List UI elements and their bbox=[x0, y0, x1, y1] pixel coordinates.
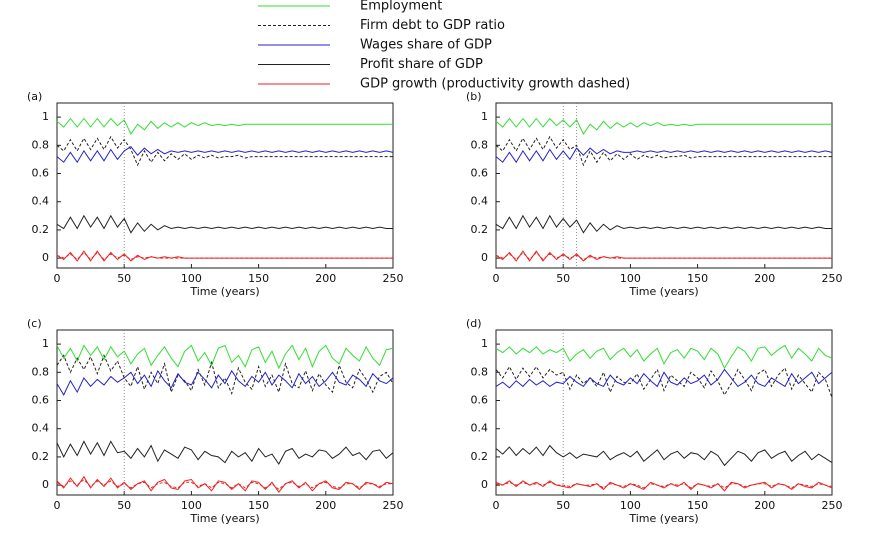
x-axis-label: Time (years) bbox=[189, 285, 259, 298]
y-tick-label: 0 bbox=[42, 251, 49, 264]
x-tick-label: 150 bbox=[248, 499, 269, 512]
y-tick-label: 0.8 bbox=[471, 138, 489, 151]
x-tick-label: 200 bbox=[754, 272, 775, 285]
x-tick-label: 200 bbox=[315, 272, 336, 285]
legend-label: GDP growth (productivity growth dashed) bbox=[360, 77, 630, 92]
series-line bbox=[495, 117, 832, 135]
y-tick-label: 0 bbox=[481, 251, 488, 264]
x-tick-label: 250 bbox=[383, 499, 404, 512]
series-line bbox=[56, 344, 394, 370]
series-line bbox=[495, 250, 832, 262]
y-tick-label: 0.2 bbox=[32, 223, 50, 236]
series-line bbox=[495, 135, 832, 167]
x-tick-label: 50 bbox=[556, 499, 570, 512]
x-tick-label: 50 bbox=[117, 499, 131, 512]
series-line bbox=[495, 344, 833, 370]
y-tick-label: 0.8 bbox=[32, 138, 50, 151]
x-tick-label: 200 bbox=[315, 499, 336, 512]
x-tick-label: 250 bbox=[383, 272, 404, 285]
y-tick-label: 0.4 bbox=[32, 422, 50, 435]
y-tick-label: 0.6 bbox=[32, 394, 50, 407]
series-line bbox=[56, 354, 394, 396]
y-tick-label: 1 bbox=[481, 110, 488, 123]
x-tick-label: 150 bbox=[687, 499, 708, 512]
panel-label: (b) bbox=[466, 90, 482, 103]
x-tick-label: 250 bbox=[822, 272, 843, 285]
y-tick-label: 0 bbox=[42, 478, 49, 491]
x-tick-label: 100 bbox=[620, 272, 641, 285]
legend-label: Profit share of GDP bbox=[360, 57, 483, 72]
x-axis-label: Time (years) bbox=[628, 512, 698, 525]
x-tick-label: 100 bbox=[181, 499, 202, 512]
x-tick-label: 0 bbox=[493, 272, 500, 285]
series-line bbox=[56, 250, 393, 262]
series-line bbox=[56, 251, 393, 261]
x-axis-label: Time (years) bbox=[189, 512, 259, 525]
series-line bbox=[495, 214, 832, 234]
panel-label: (d) bbox=[466, 317, 482, 330]
series-line bbox=[495, 444, 833, 467]
y-tick-label: 0.2 bbox=[32, 450, 50, 463]
x-tick-label: 250 bbox=[822, 499, 843, 512]
y-tick-label: 0.6 bbox=[471, 167, 489, 180]
legend-label: Firm debt to GDP ratio bbox=[360, 18, 505, 33]
series-line bbox=[56, 475, 394, 494]
y-tick-label: 1 bbox=[42, 337, 49, 350]
series-line bbox=[56, 369, 394, 396]
y-tick-label: 0.4 bbox=[471, 422, 489, 435]
y-tick-label: 1 bbox=[42, 110, 49, 123]
panel-label: (c) bbox=[27, 317, 42, 330]
plot-frame bbox=[56, 102, 394, 269]
series-line bbox=[56, 478, 393, 491]
series-line bbox=[56, 117, 393, 136]
x-tick-label: 50 bbox=[117, 272, 131, 285]
legend-label: Wages share of GDP bbox=[360, 38, 492, 53]
x-tick-label: 100 bbox=[181, 272, 202, 285]
x-tick-label: 50 bbox=[556, 272, 570, 285]
series-line bbox=[495, 251, 832, 261]
series-line bbox=[56, 135, 393, 167]
plot-frame bbox=[495, 329, 833, 496]
series-line bbox=[56, 146, 394, 164]
series-line bbox=[495, 480, 833, 492]
panel-label: (a) bbox=[27, 90, 42, 103]
y-tick-label: 0.8 bbox=[471, 365, 489, 378]
series-line bbox=[495, 365, 833, 398]
plot-frame bbox=[495, 102, 833, 269]
series-line bbox=[495, 147, 833, 164]
series-line bbox=[56, 214, 393, 234]
y-tick-label: 0.4 bbox=[32, 195, 50, 208]
x-tick-label: 200 bbox=[754, 499, 775, 512]
x-tick-label: 100 bbox=[620, 499, 641, 512]
y-tick-label: 0.6 bbox=[32, 167, 50, 180]
y-tick-label: 0.6 bbox=[471, 394, 489, 407]
x-tick-label: 150 bbox=[687, 272, 708, 285]
x-tick-label: 0 bbox=[54, 272, 61, 285]
y-tick-label: 0.2 bbox=[471, 223, 489, 236]
x-axis-label: Time (years) bbox=[628, 285, 698, 298]
x-tick-label: 0 bbox=[493, 499, 500, 512]
legend-label: Employment bbox=[360, 0, 442, 14]
y-tick-label: 1 bbox=[481, 337, 488, 350]
y-tick-label: 0.8 bbox=[32, 365, 50, 378]
x-tick-label: 150 bbox=[248, 272, 269, 285]
y-tick-label: 0.2 bbox=[471, 450, 489, 463]
x-tick-label: 0 bbox=[54, 499, 61, 512]
plot-frame bbox=[56, 329, 394, 496]
y-tick-label: 0 bbox=[481, 478, 488, 491]
series-line bbox=[56, 440, 394, 465]
series-line bbox=[495, 368, 833, 389]
y-tick-label: 0.4 bbox=[471, 195, 489, 208]
